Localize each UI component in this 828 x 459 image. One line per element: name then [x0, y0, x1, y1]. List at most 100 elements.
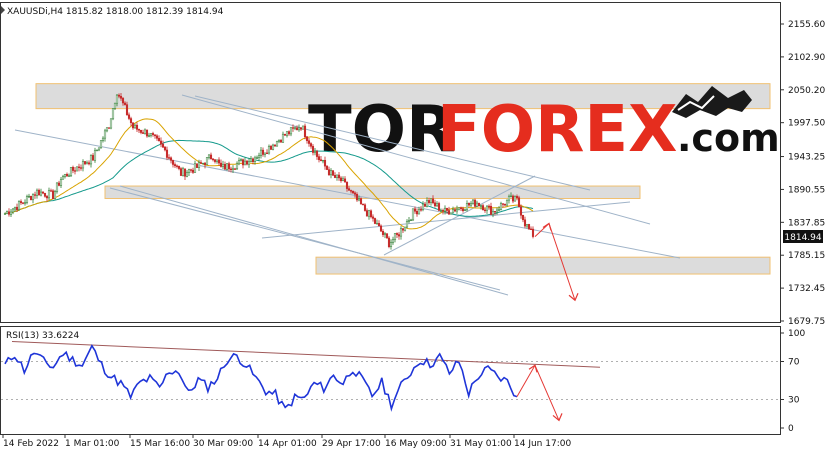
candle-body — [303, 125, 307, 138]
candle-body — [375, 223, 379, 225]
candle-body — [95, 149, 99, 151]
candle-body — [399, 228, 403, 237]
candle-body — [439, 210, 443, 212]
candle-body — [525, 224, 529, 227]
candle-body — [413, 208, 417, 212]
forecast-arrow-down — [568, 293, 579, 302]
candle-body — [509, 195, 513, 198]
price-tick-label: 2050.20 — [788, 86, 825, 96]
candle-body — [73, 170, 77, 172]
candle-body — [465, 203, 469, 211]
rsi-panel-frame — [0, 326, 781, 435]
candle-body — [203, 162, 207, 165]
candle-body — [287, 131, 291, 135]
price-panel-frame — [0, 2, 781, 323]
candle-body — [469, 203, 473, 206]
candle-body — [289, 127, 293, 135]
candle-body — [119, 96, 123, 99]
time-tick-label: 15 Mar 16:00 — [130, 439, 190, 449]
candle-body — [505, 199, 509, 206]
price-axis: 2155.60 2102.90 2050.20 1997.50 1943.25 1890.… — [780, 20, 825, 327]
candle-body — [187, 169, 191, 173]
candle-body — [65, 173, 69, 177]
candle-body — [239, 159, 243, 161]
candle-body — [337, 174, 341, 179]
candle-body — [23, 202, 27, 204]
candle-body — [227, 163, 231, 170]
candle-body — [461, 208, 465, 212]
candle-body — [243, 160, 247, 166]
price-tick-label: 1785.15 — [788, 251, 825, 261]
rsi-trendline — [11, 341, 601, 368]
candle-body — [101, 137, 105, 141]
candle-body — [85, 162, 89, 165]
channel-line-2 — [194, 95, 591, 191]
candle-body — [437, 203, 441, 211]
candle-body — [135, 124, 139, 130]
zone-2 — [315, 256, 771, 275]
candle-body — [527, 224, 531, 230]
candle-body — [511, 195, 515, 202]
candle-body — [355, 194, 359, 201]
rsi-tick-label: 0 — [788, 424, 794, 434]
price-tick-label: 2155.60 — [788, 20, 825, 30]
logo-tor: TOR — [308, 93, 455, 167]
candle-body — [379, 225, 383, 232]
current-price-label: 1814.94 — [784, 233, 821, 243]
candle-body — [199, 162, 203, 164]
candle-body — [77, 166, 81, 168]
candle-body — [305, 136, 309, 141]
candle-body — [431, 198, 435, 204]
candle-body — [261, 149, 265, 155]
candle-body — [473, 199, 477, 207]
candle-body — [349, 190, 353, 192]
candle-body — [319, 159, 323, 162]
candle-body — [111, 108, 115, 120]
candle-body — [479, 205, 483, 207]
candle-body — [335, 174, 339, 178]
candle-body — [87, 162, 91, 165]
candle-body — [59, 178, 63, 186]
candle-body — [425, 200, 429, 207]
rsi-tick-label: 100 — [788, 329, 805, 339]
candle-body — [513, 196, 517, 202]
candle-body — [315, 151, 319, 157]
candle-body — [171, 160, 175, 165]
candle-body — [351, 190, 355, 194]
candle-body — [419, 209, 423, 211]
candle-body — [455, 208, 459, 212]
candle-body — [49, 190, 53, 192]
candle-body — [531, 228, 535, 237]
candle-body — [39, 191, 43, 196]
candle-body — [301, 125, 305, 130]
time-tick-label: 1 Mar 01:00 — [65, 439, 120, 449]
candle-body — [481, 205, 485, 211]
candle-body — [429, 198, 433, 203]
candle-body — [107, 127, 111, 129]
candle-body — [225, 163, 229, 170]
rsi-series — [4, 344, 518, 412]
candle-body — [341, 178, 345, 182]
candle-body — [63, 173, 67, 177]
candle-body — [43, 192, 47, 197]
candle-body — [83, 161, 87, 165]
candle-body — [459, 207, 463, 209]
candle-body — [485, 205, 489, 211]
candle-body — [311, 146, 315, 153]
candle-body — [153, 134, 157, 137]
candle-body — [161, 143, 165, 148]
price-tick-label: 1732.45 — [788, 284, 825, 294]
candle-body — [309, 143, 313, 147]
candle-body — [123, 102, 127, 105]
candle-body — [191, 169, 195, 173]
candle-body — [447, 210, 451, 215]
rsi-forecast-arrow-up — [528, 364, 538, 373]
candle-body — [75, 166, 79, 172]
candle-body — [219, 162, 223, 167]
candle-body — [397, 234, 401, 237]
candle-body — [5, 211, 9, 214]
candle-body — [57, 182, 61, 186]
candle-body — [517, 197, 521, 208]
candle-body — [387, 237, 391, 247]
